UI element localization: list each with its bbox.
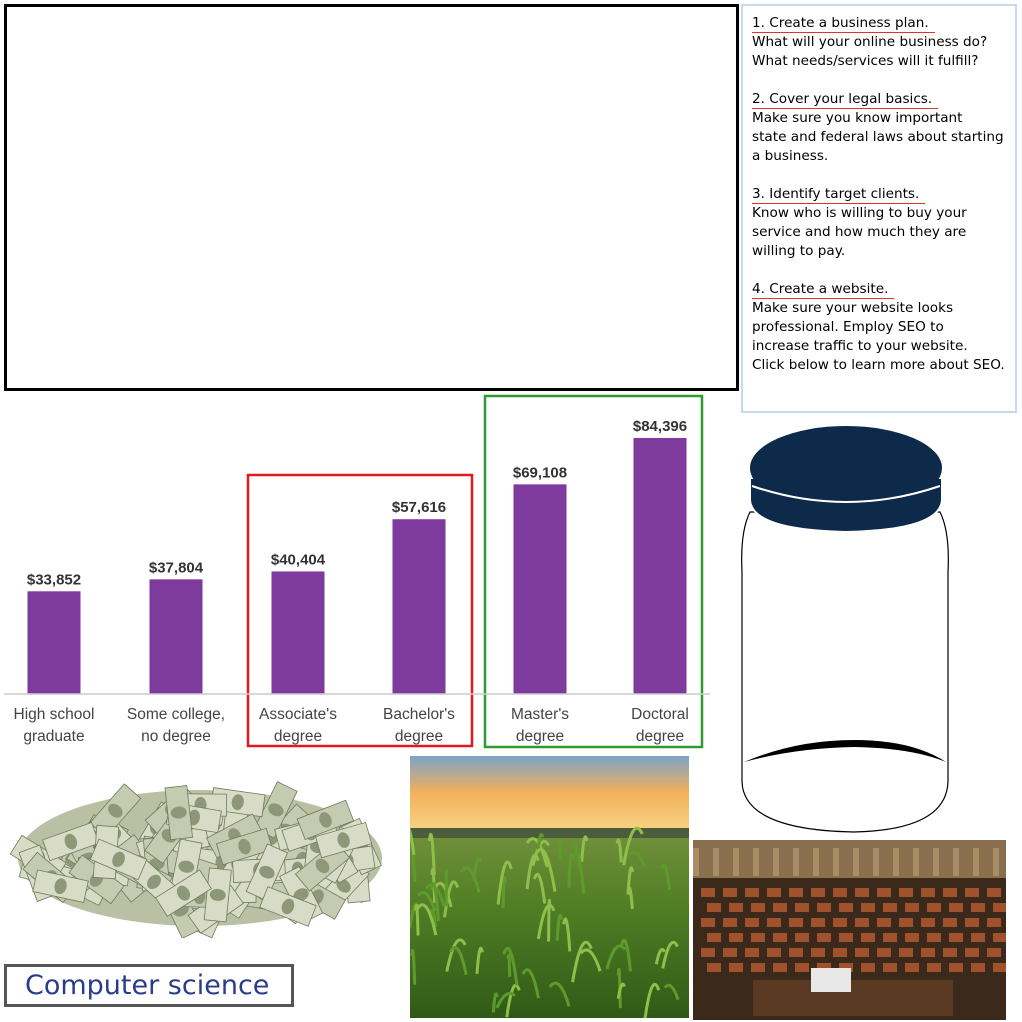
earnings-bar-chart: $33,852 High school graduate $37,804 Some co… (4, 394, 710, 749)
step-4: 4. Create a website. Make sure your webs… (752, 280, 1015, 375)
highlight-box (483, 394, 704, 749)
blank-canvas (4, 4, 739, 391)
computer-science-label[interactable]: Computer science (4, 964, 294, 1007)
step-2: 2. Cover your legal basics. Make sure yo… (752, 90, 1015, 166)
glass-jar-icon (741, 426, 949, 833)
step-body: Know who is willing to buy your service … (752, 205, 967, 259)
category-label: degree (395, 728, 443, 745)
value-label: $57,616 (392, 499, 446, 516)
step-3: 3. Identify target clients. Know who is … (752, 185, 1015, 261)
money-pile-image (10, 781, 382, 938)
category-label: degree (516, 728, 564, 745)
category-label: graduate (23, 728, 84, 745)
business-steps-panel: 1. Create a business plan. What will you… (741, 4, 1017, 413)
category-label: Some college, (127, 706, 225, 723)
step-body: Make sure your website looks professiona… (752, 300, 1005, 373)
category-label: degree (636, 728, 684, 745)
step-body: Make sure you know important state and f… (752, 110, 1004, 164)
step-title: 3. Identify target clients. (752, 186, 926, 204)
step-body: What will your online business do? What … (752, 34, 988, 69)
category-label: Doctoral (631, 706, 689, 723)
category-label: no degree (141, 728, 211, 745)
step-title: 2. Cover your legal basics. (752, 91, 939, 109)
category-label: Master's (511, 706, 569, 723)
legislative-chamber-image (693, 840, 1006, 1020)
category-label: High school (14, 706, 95, 723)
category-label: degree (274, 728, 322, 745)
value-label: $40,404 (271, 551, 326, 568)
bar (271, 571, 325, 694)
cornfield-image (410, 756, 689, 1018)
bar (513, 484, 567, 694)
category-label: Bachelor's (383, 706, 455, 723)
bar (633, 437, 687, 694)
category-label: Associate's (259, 706, 337, 723)
bar (149, 579, 203, 694)
step-title: 4. Create a website. (752, 281, 895, 299)
value-label: $33,852 (27, 571, 81, 588)
highlight-box (246, 473, 474, 748)
step-1: 1. Create a business plan. What will you… (752, 14, 1015, 71)
bar (27, 591, 81, 694)
step-title: 1. Create a business plan. (752, 15, 935, 33)
value-label: $37,804 (149, 559, 204, 576)
bar (392, 519, 446, 694)
value-label: $84,396 (633, 418, 687, 435)
value-label: $69,108 (513, 464, 567, 481)
